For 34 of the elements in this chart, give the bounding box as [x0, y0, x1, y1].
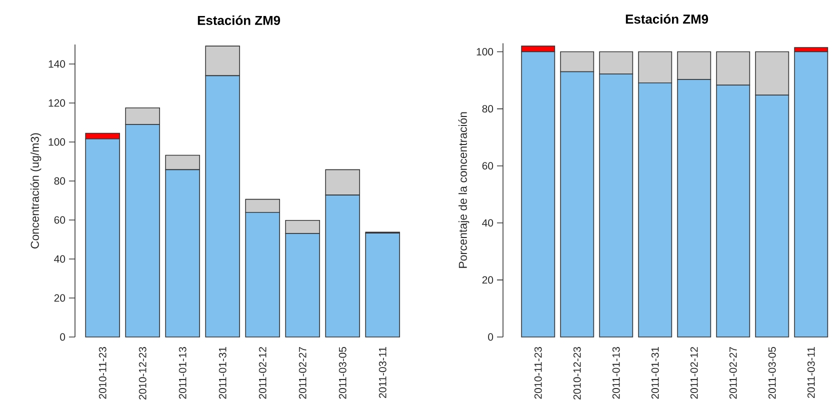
chart-title: Estación ZM9 — [626, 14, 708, 24]
y-tick-label: 0 — [488, 333, 494, 341]
y-tick-label: 100 — [48, 138, 66, 146]
x-tick-label: 2011-01-13 — [612, 346, 620, 399]
y-tick-label: 40 — [54, 255, 66, 263]
x-tick-label: 2011-03-05 — [338, 346, 346, 399]
y-tick-label: 60 — [54, 216, 66, 224]
x-tick-label: 2011-03-11 — [807, 347, 815, 398]
y-tick-label: 140 — [48, 60, 66, 68]
x-tick-label: 2010-12-23 — [138, 346, 146, 400]
chart-title: Estación ZM9 — [198, 15, 280, 25]
y-tick-label: 20 — [54, 294, 66, 302]
x-tick-label: 2011-03-05 — [768, 346, 776, 399]
x-tick-label: 2010-11-23 — [534, 346, 542, 399]
x-tick-label: 2011-01-31 — [218, 347, 226, 399]
x-tick-label: 2011-01-31 — [651, 347, 659, 399]
y-tick-label: 60 — [482, 162, 494, 170]
y-tick-label: 0 — [60, 333, 66, 341]
y-tick-label: 100 — [476, 48, 494, 56]
x-tick-label: 2011-03-11 — [378, 347, 386, 398]
y-tick-label: 80 — [482, 105, 494, 113]
x-tick-label: 2011-02-12 — [690, 347, 698, 399]
x-tick-label: 2011-01-13 — [178, 346, 186, 399]
y-tick-label: 120 — [48, 99, 66, 107]
y-tick-label: 20 — [482, 276, 494, 284]
y-tick-label: 80 — [54, 177, 66, 185]
x-tick-label: 2010-12-23 — [573, 346, 581, 400]
y-axis-title: Porcentaje de la concentración — [458, 112, 470, 268]
x-tick-label: 2010-11-23 — [98, 346, 106, 399]
y-axis-title: Concentración (ug/m3) — [30, 133, 42, 248]
y-tick-label: 40 — [482, 219, 494, 227]
x-tick-label: 2011-02-27 — [729, 347, 737, 399]
x-tick-label: 2011-02-27 — [298, 347, 306, 399]
x-tick-label: 2011-02-12 — [258, 347, 266, 399]
